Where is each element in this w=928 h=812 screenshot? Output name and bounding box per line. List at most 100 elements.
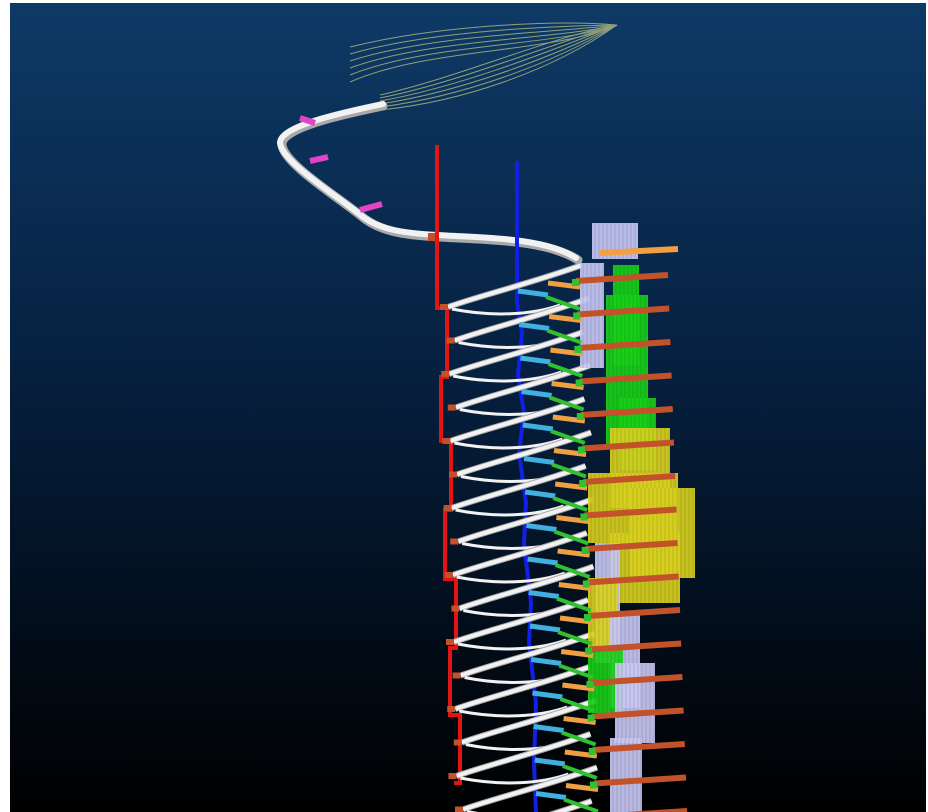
access-green — [550, 429, 586, 445]
access-node — [588, 748, 596, 755]
decline-turn-lower — [457, 638, 567, 651]
access-green — [551, 462, 587, 479]
access-green — [547, 362, 584, 378]
level-marker — [447, 706, 456, 712]
3d-viewport[interactable] — [10, 3, 926, 812]
level-drive — [587, 607, 681, 619]
level-drive — [583, 473, 676, 485]
contour-line — [349, 24, 618, 111]
level-marker — [441, 371, 450, 377]
level-marker — [440, 304, 448, 310]
level-drive — [586, 573, 679, 586]
access-orange — [559, 615, 593, 625]
level-marker — [451, 605, 460, 612]
access-green — [545, 295, 581, 311]
access-cyan — [528, 590, 560, 599]
surface-contours[interactable] — [349, 22, 618, 111]
access-orange — [563, 716, 596, 725]
access-green — [548, 395, 585, 412]
level-drive — [591, 707, 684, 720]
access-orange — [565, 783, 599, 792]
access-cyan — [526, 523, 557, 532]
level-drive — [590, 674, 683, 686]
access-node — [587, 714, 595, 722]
decline-turn-lower — [456, 571, 566, 584]
access-orange — [552, 414, 586, 424]
access-cyan — [530, 657, 562, 666]
access-orange — [547, 280, 581, 290]
level-drive — [593, 774, 687, 787]
access-node — [573, 312, 581, 320]
decline-turn — [453, 598, 589, 644]
access-cyan — [535, 791, 567, 800]
access-orange — [564, 749, 598, 759]
access-green — [556, 596, 592, 613]
access-cyan — [522, 422, 554, 432]
access-orange — [553, 448, 587, 457]
access-node — [582, 580, 590, 588]
access-cyan — [523, 456, 555, 465]
viewport-background — [10, 3, 926, 812]
level-marker — [444, 572, 453, 578]
level-marker — [447, 404, 456, 411]
access-cyan — [532, 690, 563, 700]
access-node — [584, 614, 591, 621]
access-cyan — [529, 623, 561, 633]
decline-turn — [455, 732, 592, 778]
access-node — [579, 480, 587, 487]
decline-turn-lower — [455, 504, 565, 517]
access-orange — [551, 381, 584, 390]
access-node — [575, 379, 583, 387]
level-marker — [450, 538, 459, 545]
top-level-drive — [599, 246, 679, 256]
ramp-stub-1 — [299, 115, 316, 126]
level-marker — [446, 639, 454, 645]
decline-turn-lower — [454, 437, 563, 450]
access-green — [560, 730, 597, 747]
access-cyan — [533, 724, 564, 733]
decline-ramp[interactable] — [276, 101, 583, 265]
level-marker — [446, 337, 455, 344]
level-drive — [577, 305, 670, 318]
ramp-stub-3 — [359, 201, 383, 213]
level-drive — [575, 272, 669, 284]
stope-lavender-bottom — [615, 663, 655, 743]
level-marker — [443, 505, 452, 511]
access-green — [559, 697, 596, 713]
access-green — [546, 328, 582, 345]
access-node — [572, 279, 579, 286]
access-orange — [558, 582, 592, 591]
access-orange — [557, 548, 590, 558]
access-orange — [550, 347, 583, 357]
access-cyan — [521, 389, 552, 398]
access-node — [581, 547, 589, 554]
decline-turn — [454, 665, 590, 711]
level-marker — [455, 806, 463, 812]
access-node — [580, 513, 588, 521]
decline-turn-lower — [451, 303, 561, 316]
access-green — [562, 764, 598, 780]
access-cyan — [527, 556, 558, 566]
access-green — [552, 496, 588, 512]
access-orange — [556, 515, 589, 524]
vertical-string-blue[interactable] — [515, 161, 539, 812]
ramp-junction-marker — [428, 233, 436, 241]
access-node — [576, 413, 584, 420]
level-accesses[interactable] — [517, 246, 688, 812]
level-drive — [584, 506, 677, 519]
decline-turn-lower — [452, 370, 562, 383]
mine-design-scene[interactable] — [10, 3, 926, 812]
access-green — [553, 529, 590, 546]
decline-turn — [447, 263, 583, 309]
decline-ramp-tube — [276, 101, 579, 261]
access-orange — [548, 314, 582, 323]
level-marker — [449, 471, 457, 478]
level-marker — [442, 438, 451, 444]
access-cyan — [520, 355, 551, 365]
decline-turn-lower — [460, 772, 569, 785]
access-orange — [560, 649, 594, 658]
level-marker — [453, 739, 462, 746]
access-green — [557, 630, 593, 646]
access-green — [554, 563, 591, 579]
access-cyan — [517, 288, 549, 298]
